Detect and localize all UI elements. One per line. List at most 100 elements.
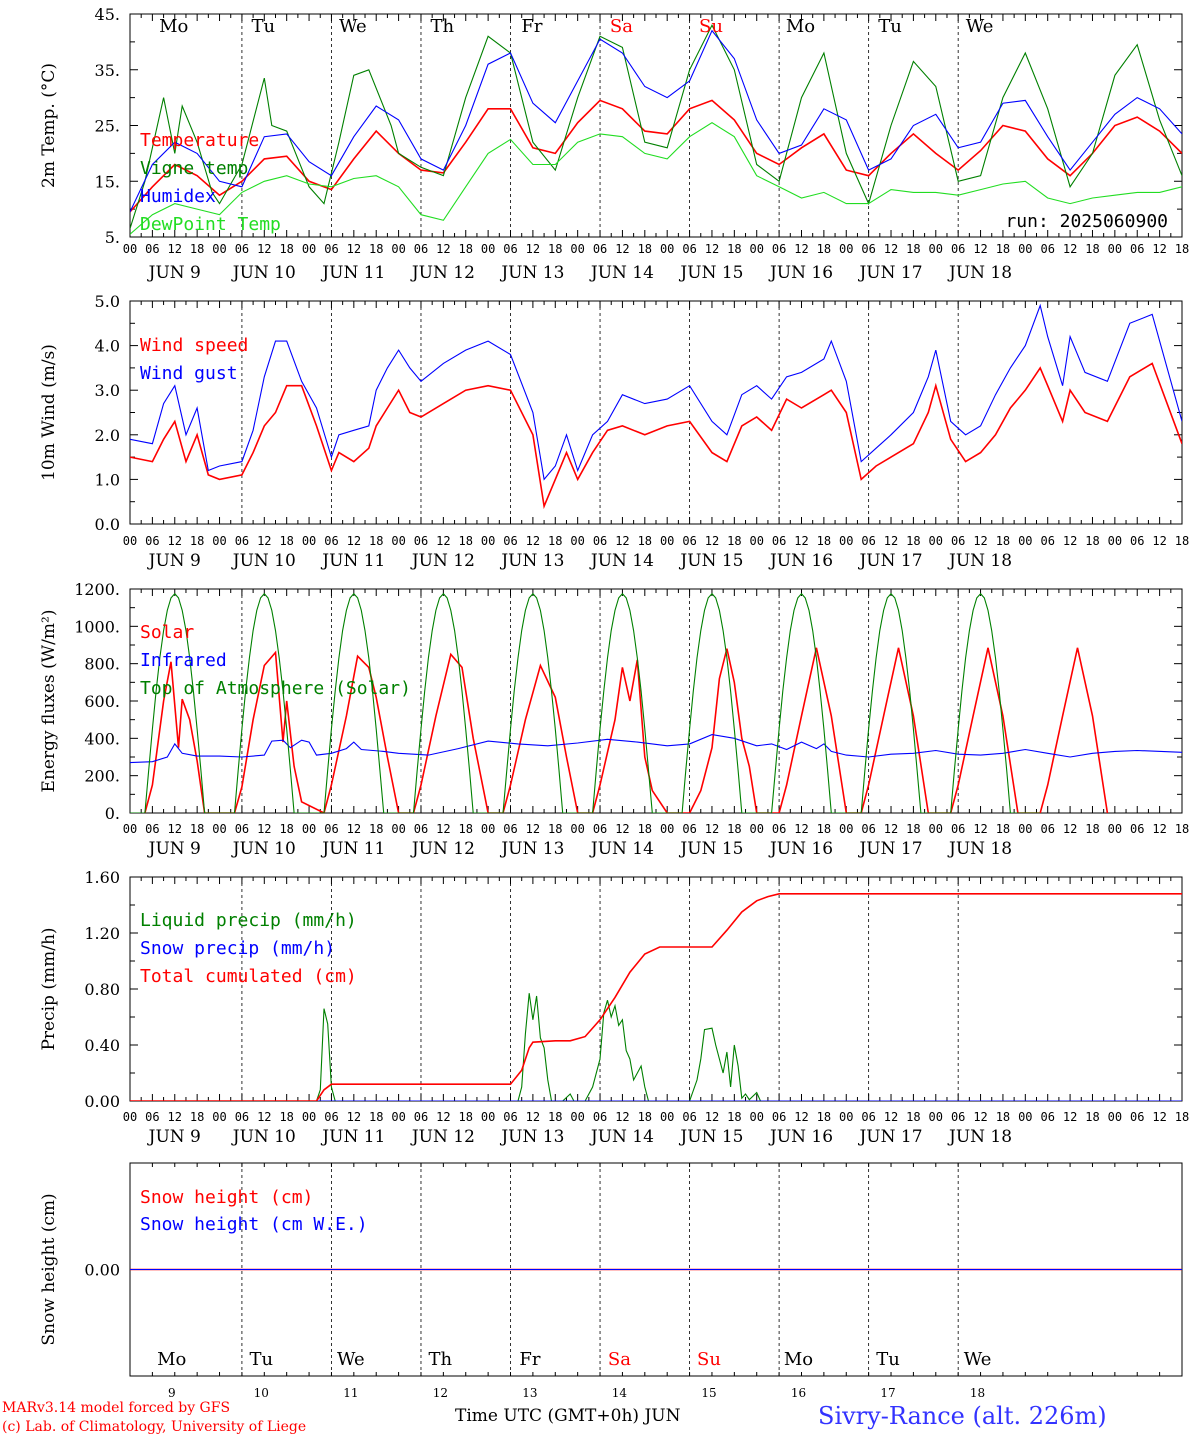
- hour-tick-label: 12: [257, 822, 271, 836]
- hour-tick-label: 00: [391, 1110, 405, 1124]
- hour-tick-label: 18: [548, 822, 562, 836]
- y-tick-label: 0.00: [84, 1092, 120, 1111]
- station-name: Sivry-Rance (alt. 226m): [818, 1402, 1107, 1430]
- hour-tick-label: 00: [391, 534, 405, 548]
- hour-tick-label: 00: [749, 1110, 763, 1124]
- date-label: JUN 9: [147, 839, 201, 859]
- legend-entry: Wind speed: [140, 335, 248, 356]
- hour-tick-label: 00: [839, 1110, 853, 1124]
- legend-entry: Wind gust: [140, 363, 238, 384]
- date-label: JUN 11: [320, 839, 385, 859]
- date-label: JUN 12: [410, 839, 475, 859]
- hour-tick-label: 06: [1130, 822, 1144, 836]
- hour-tick-label: 12: [973, 242, 987, 256]
- y-tick-label: 35.: [95, 61, 120, 80]
- hour-tick-label: 06: [772, 242, 786, 256]
- hour-tick-label: 06: [145, 1110, 159, 1124]
- hour-tick-label: 00: [391, 822, 405, 836]
- panel-2: [129, 300, 1183, 525]
- y-axis-title: Energy fluxes (W/m²): [39, 610, 59, 793]
- hour-tick-label: 12: [168, 822, 182, 836]
- hour-tick-label: 12: [347, 822, 361, 836]
- hour-tick-label: 12: [436, 534, 450, 548]
- weekday-label: Th: [431, 16, 455, 37]
- date-label: JUN 9: [147, 263, 201, 283]
- hour-tick-label: 12: [168, 242, 182, 256]
- hour-tick-label: 00: [302, 1110, 316, 1124]
- date-label: JUN 13: [499, 839, 564, 859]
- hour-tick-label: 12: [615, 1110, 629, 1124]
- y-tick-label: 15.: [95, 172, 120, 191]
- legend-entry: Total cumulated (cm): [140, 966, 357, 987]
- series-line-wind-gust: [130, 303, 1182, 481]
- y-tick-label: 1000.: [74, 617, 120, 636]
- hour-tick-label: 00: [749, 822, 763, 836]
- hour-tick-label: 12: [436, 1110, 450, 1124]
- panel-frame: [129, 588, 1183, 814]
- hour-tick-label: 18: [279, 242, 293, 256]
- hour-tick-label: 00: [1018, 822, 1032, 836]
- weekday-label: Fr: [521, 16, 542, 37]
- hour-tick-label: 18: [817, 1110, 831, 1124]
- date-label: JUN 17: [857, 839, 922, 859]
- hour-tick-label: 18: [548, 534, 562, 548]
- hour-tick-label: 18: [638, 242, 652, 256]
- hour-tick-label: 12: [436, 822, 450, 836]
- lab-credit: (c) Lab. of Climatology, University of L…: [2, 1419, 307, 1435]
- hour-tick-label: 12: [615, 822, 629, 836]
- y-axis-title: Precip (mm/h): [39, 927, 59, 1050]
- panel-3: [129, 588, 1183, 814]
- date-label: JUN 16: [768, 263, 833, 283]
- hour-tick-label: 06: [861, 534, 875, 548]
- hour-tick-label: 12: [347, 242, 361, 256]
- series-line-humidex: [130, 29, 1182, 213]
- y-tick-label: 25.: [95, 117, 120, 136]
- hour-tick-label: 00: [1018, 534, 1032, 548]
- hour-tick-label: 18: [906, 242, 920, 256]
- hour-tick-label: 00: [1018, 1110, 1032, 1124]
- date-label: JUN 11: [320, 551, 385, 571]
- hour-tick-label: 00: [1108, 822, 1122, 836]
- hour-tick-label: 00: [929, 242, 943, 256]
- hour-tick-label: 00: [302, 534, 316, 548]
- hour-tick-label: 18: [996, 822, 1010, 836]
- hour-tick-label: 12: [794, 534, 808, 548]
- hour-tick-label: 00: [1108, 534, 1122, 548]
- hour-tick-label: 06: [772, 1110, 786, 1124]
- day-number-label: 10: [254, 1386, 269, 1400]
- hour-tick-label: 06: [951, 242, 965, 256]
- y-tick-label: 0.: [105, 804, 120, 823]
- hour-tick-label: 00: [302, 242, 316, 256]
- series-line-solar: [144, 647, 1109, 813]
- hour-tick-label: 18: [190, 1110, 204, 1124]
- hour-tick-label: 00: [391, 242, 405, 256]
- hour-tick-label: 18: [996, 534, 1010, 548]
- y-axis-title: 2m Temp. (°C): [39, 63, 59, 188]
- hour-tick-label: 12: [884, 534, 898, 548]
- hour-tick-label: 18: [638, 822, 652, 836]
- date-label: JUN 10: [231, 551, 296, 571]
- weekday-label: We: [337, 1349, 365, 1370]
- date-label: JUN 14: [589, 839, 654, 859]
- hour-tick-label: 06: [861, 822, 875, 836]
- legend-entry: Liquid precip (mm/h): [140, 910, 357, 931]
- hour-tick-label: 12: [973, 534, 987, 548]
- weekday-label: We: [339, 16, 367, 37]
- date-label: JUN 17: [857, 551, 922, 571]
- date-label: JUN 15: [678, 1127, 743, 1147]
- date-label: JUN 18: [947, 263, 1012, 283]
- panel-5: [129, 1162, 1183, 1377]
- date-label: JUN 11: [320, 263, 385, 283]
- series-line-top-of-atmosphere-solar-: [130, 592, 1040, 813]
- hour-tick-label: 00: [570, 534, 584, 548]
- hour-tick-label: 06: [1040, 1110, 1054, 1124]
- weekday-label: Mo: [157, 1349, 186, 1370]
- hour-tick-label: 06: [145, 822, 159, 836]
- hour-tick-label: 00: [481, 822, 495, 836]
- hour-tick-label: 18: [369, 1110, 383, 1124]
- hour-tick-label: 18: [727, 534, 741, 548]
- panel-frame: [129, 300, 1183, 525]
- hour-tick-label: 18: [817, 242, 831, 256]
- hour-tick-label: 06: [235, 822, 249, 836]
- hour-tick-label: 06: [414, 822, 428, 836]
